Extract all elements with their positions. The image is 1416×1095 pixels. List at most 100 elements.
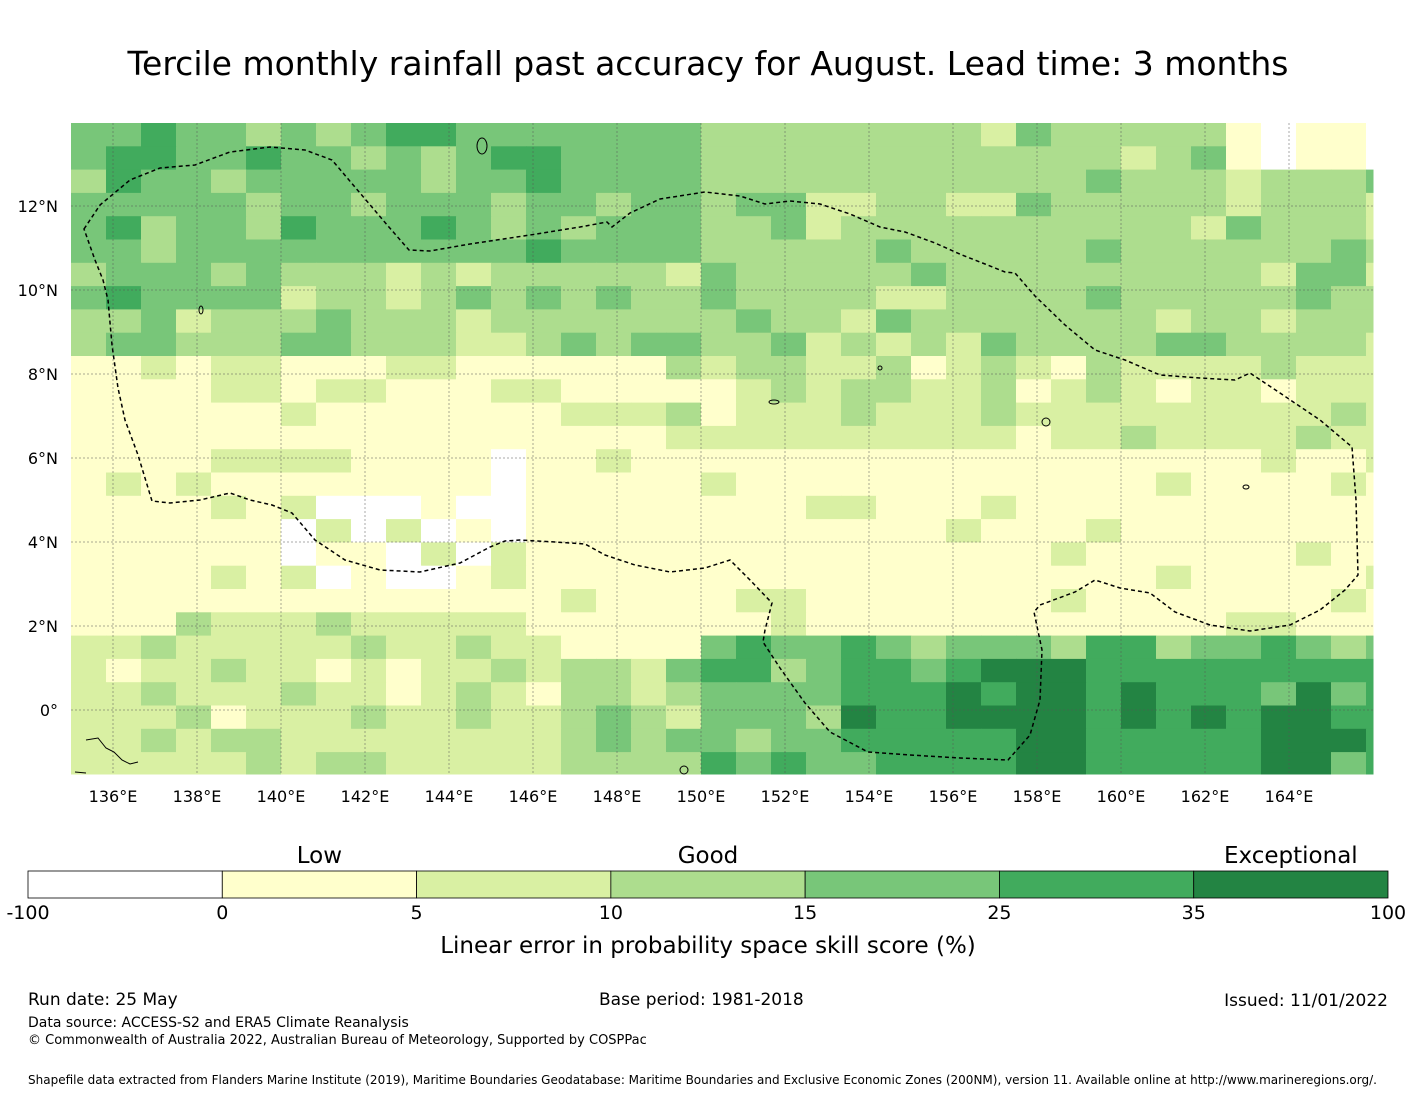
- skill-cell: [1121, 449, 1157, 473]
- skill-cell: [1051, 682, 1087, 706]
- skill-cell: [71, 519, 107, 543]
- skill-cell: [211, 705, 247, 730]
- lon-tick-label: 152°E: [761, 787, 810, 806]
- skill-cell: [1156, 216, 1192, 240]
- skill-cell: [911, 658, 947, 683]
- skill-cell: [1086, 123, 1122, 147]
- skill-cell: [701, 542, 737, 567]
- skill-cell: [946, 519, 982, 543]
- skill-cell: [1051, 589, 1087, 613]
- skill-cell: [596, 216, 632, 240]
- skill-cell: [631, 495, 667, 520]
- skill-cell: [806, 658, 842, 683]
- colorbar-tick-label: -100: [6, 902, 50, 924]
- skill-cell: [771, 262, 807, 287]
- skill-cell: [806, 728, 842, 753]
- skill-cell: [526, 332, 562, 357]
- skill-cell: [1191, 425, 1227, 450]
- skill-cell: [211, 286, 247, 310]
- skill-cell: [771, 146, 807, 171]
- skill-cell: [946, 123, 982, 147]
- skill-cell: [981, 612, 1017, 637]
- skill-cell: [1051, 495, 1087, 520]
- skill-cell: [1156, 146, 1192, 171]
- skill-cell: [211, 519, 247, 543]
- skill-cell: [1121, 752, 1157, 775]
- skill-cell: [1331, 472, 1367, 497]
- skill-cell: [1331, 705, 1367, 730]
- skill-cell: [946, 728, 982, 753]
- skill-cell: [876, 658, 912, 683]
- skill-cell: [841, 565, 877, 590]
- skill-cell: [876, 542, 912, 567]
- skill-cell: [456, 146, 492, 171]
- skill-cell: [806, 635, 842, 660]
- data-source: Data source: ACCESS-S2 and ERA5 Climate …: [28, 1015, 409, 1031]
- skill-cell: [701, 239, 737, 264]
- skill-cell: [946, 146, 982, 171]
- skill-cell: [911, 542, 947, 567]
- skill-cell: [946, 286, 982, 310]
- skill-cell: [1296, 286, 1332, 310]
- skill-cell: [596, 123, 632, 147]
- skill-cell: [701, 752, 737, 775]
- skill-cell: [1051, 239, 1087, 264]
- skill-cell: [876, 728, 912, 753]
- skill-cell: [421, 658, 457, 683]
- skill-cell: [246, 635, 282, 660]
- skill-cell: [876, 286, 912, 310]
- skill-cell: [1156, 658, 1192, 683]
- skill-cell: [246, 356, 282, 380]
- lat-tick-label: 12°N: [18, 197, 58, 216]
- skill-cell: [1016, 519, 1052, 543]
- skill-cell: [596, 262, 632, 287]
- skill-cell: [771, 309, 807, 334]
- skill-cell: [1226, 123, 1262, 147]
- skill-cell: [631, 658, 667, 683]
- skill-cell: [456, 402, 492, 427]
- skill-cell: [911, 286, 947, 310]
- skill-cell: [141, 402, 177, 427]
- skill-cell: [211, 192, 247, 217]
- skill-cell: [1296, 239, 1332, 264]
- skill-cell: [1366, 425, 1374, 450]
- skill-cell: [596, 356, 632, 380]
- skill-cell: [1051, 752, 1087, 775]
- skill-cell: [526, 262, 562, 287]
- skill-cell: [421, 519, 457, 543]
- skill-cell: [491, 728, 527, 753]
- skill-cell: [666, 589, 702, 613]
- skill-cell: [351, 519, 387, 543]
- skill-cell: [106, 286, 142, 310]
- skill-cell: [351, 728, 387, 753]
- skill-cell: [421, 728, 457, 753]
- skill-cell: [1086, 192, 1122, 217]
- skill-cell: [1261, 286, 1297, 310]
- skill-cell: [841, 309, 877, 334]
- skill-cell: [806, 169, 842, 194]
- skill-cell: [71, 402, 107, 427]
- skill-cell: [246, 449, 282, 473]
- skill-cell: [1366, 192, 1374, 217]
- skill-cell: [666, 146, 702, 171]
- skill-cell: [351, 356, 387, 380]
- skill-cell: [736, 728, 772, 753]
- skill-cell: [1051, 123, 1087, 147]
- skill-cell: [1331, 728, 1367, 753]
- skill-cell: [561, 239, 597, 264]
- skill-cell: [246, 425, 282, 450]
- skill-cell: [1226, 682, 1262, 706]
- skill-cell: [1016, 192, 1052, 217]
- colorbar-category-label: Good: [677, 843, 739, 869]
- skill-cell: [1296, 425, 1332, 450]
- skill-cell: [176, 123, 212, 147]
- skill-cell: [876, 146, 912, 171]
- skill-cell: [911, 309, 947, 334]
- skill-cell: [946, 752, 982, 775]
- skill-cell: [1156, 449, 1192, 473]
- skill-cell: [211, 612, 247, 637]
- skill-cell: [71, 635, 107, 660]
- skill-cell: [666, 495, 702, 520]
- skill-cell: [106, 192, 142, 217]
- skill-cell: [141, 192, 177, 217]
